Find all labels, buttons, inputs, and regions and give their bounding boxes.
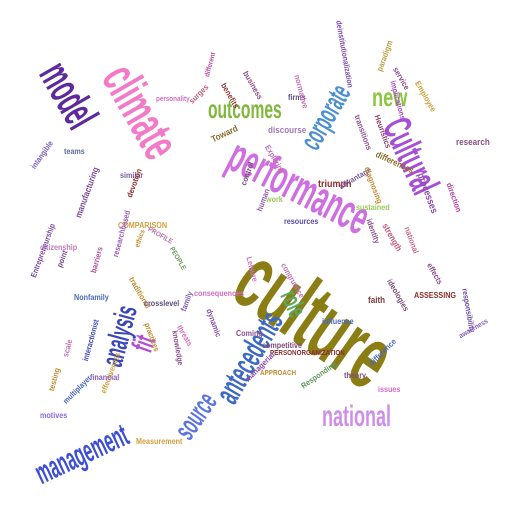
word: transitions xyxy=(352,113,374,152)
word: researchbased xyxy=(111,209,133,259)
word: Employee xyxy=(413,79,438,114)
word: deinstitutionalization xyxy=(334,19,355,89)
word: different xyxy=(204,51,218,78)
word: antecedents xyxy=(208,305,291,410)
word: Coming xyxy=(236,329,263,338)
word: competitive xyxy=(262,341,303,350)
word: performance xyxy=(219,129,379,246)
word: issues xyxy=(378,385,401,394)
word: scale xyxy=(61,338,75,359)
word: normative xyxy=(292,73,310,110)
word: financial xyxy=(90,373,120,382)
word: similar xyxy=(120,171,144,180)
word: sustained xyxy=(356,203,390,212)
word: point xyxy=(55,249,70,269)
word: resources xyxy=(284,217,319,226)
word: strength xyxy=(380,221,405,254)
word: Measurement xyxy=(136,437,183,446)
word: new xyxy=(372,82,408,112)
word: crosslevel xyxy=(144,299,180,308)
word: surges xyxy=(187,82,211,106)
word: motives xyxy=(40,411,68,420)
word: national xyxy=(322,400,392,433)
word: identity xyxy=(364,217,382,245)
word: management xyxy=(29,416,134,491)
word: outcomes xyxy=(208,94,282,124)
word: direction xyxy=(444,181,464,214)
word: influence xyxy=(322,317,354,326)
word: manufacturing xyxy=(73,165,101,220)
word: COMPARISON xyxy=(118,221,168,230)
word: personality xyxy=(156,96,190,103)
word: intangible xyxy=(29,139,55,171)
word: citizenship xyxy=(40,243,78,252)
word: barriers xyxy=(89,245,105,275)
word: firms xyxy=(288,93,306,102)
word: climate xyxy=(90,54,190,169)
word: PEOPLE xyxy=(167,246,187,272)
word: model xyxy=(29,52,109,138)
word: APPROACH xyxy=(260,370,297,377)
word: family xyxy=(179,290,195,313)
word: testing xyxy=(47,366,62,393)
word: paradigm xyxy=(375,39,395,73)
word: ASSESSING xyxy=(414,291,457,300)
word: ethics xyxy=(134,228,147,249)
word: theory xyxy=(344,371,367,380)
word: research xyxy=(456,137,490,147)
word: multiplayer xyxy=(61,373,94,406)
word: PERSONORGANIZATION xyxy=(270,350,345,357)
word: faith xyxy=(368,295,386,305)
word: consequences xyxy=(194,289,245,298)
word: work xyxy=(266,195,283,204)
word: national xyxy=(402,225,421,255)
word: Nonfamily xyxy=(74,293,109,302)
word: teams xyxy=(64,147,85,156)
word: Toward xyxy=(209,123,240,145)
word: triumph xyxy=(318,179,352,190)
word: discourse xyxy=(268,125,307,135)
word: effects xyxy=(425,261,445,287)
